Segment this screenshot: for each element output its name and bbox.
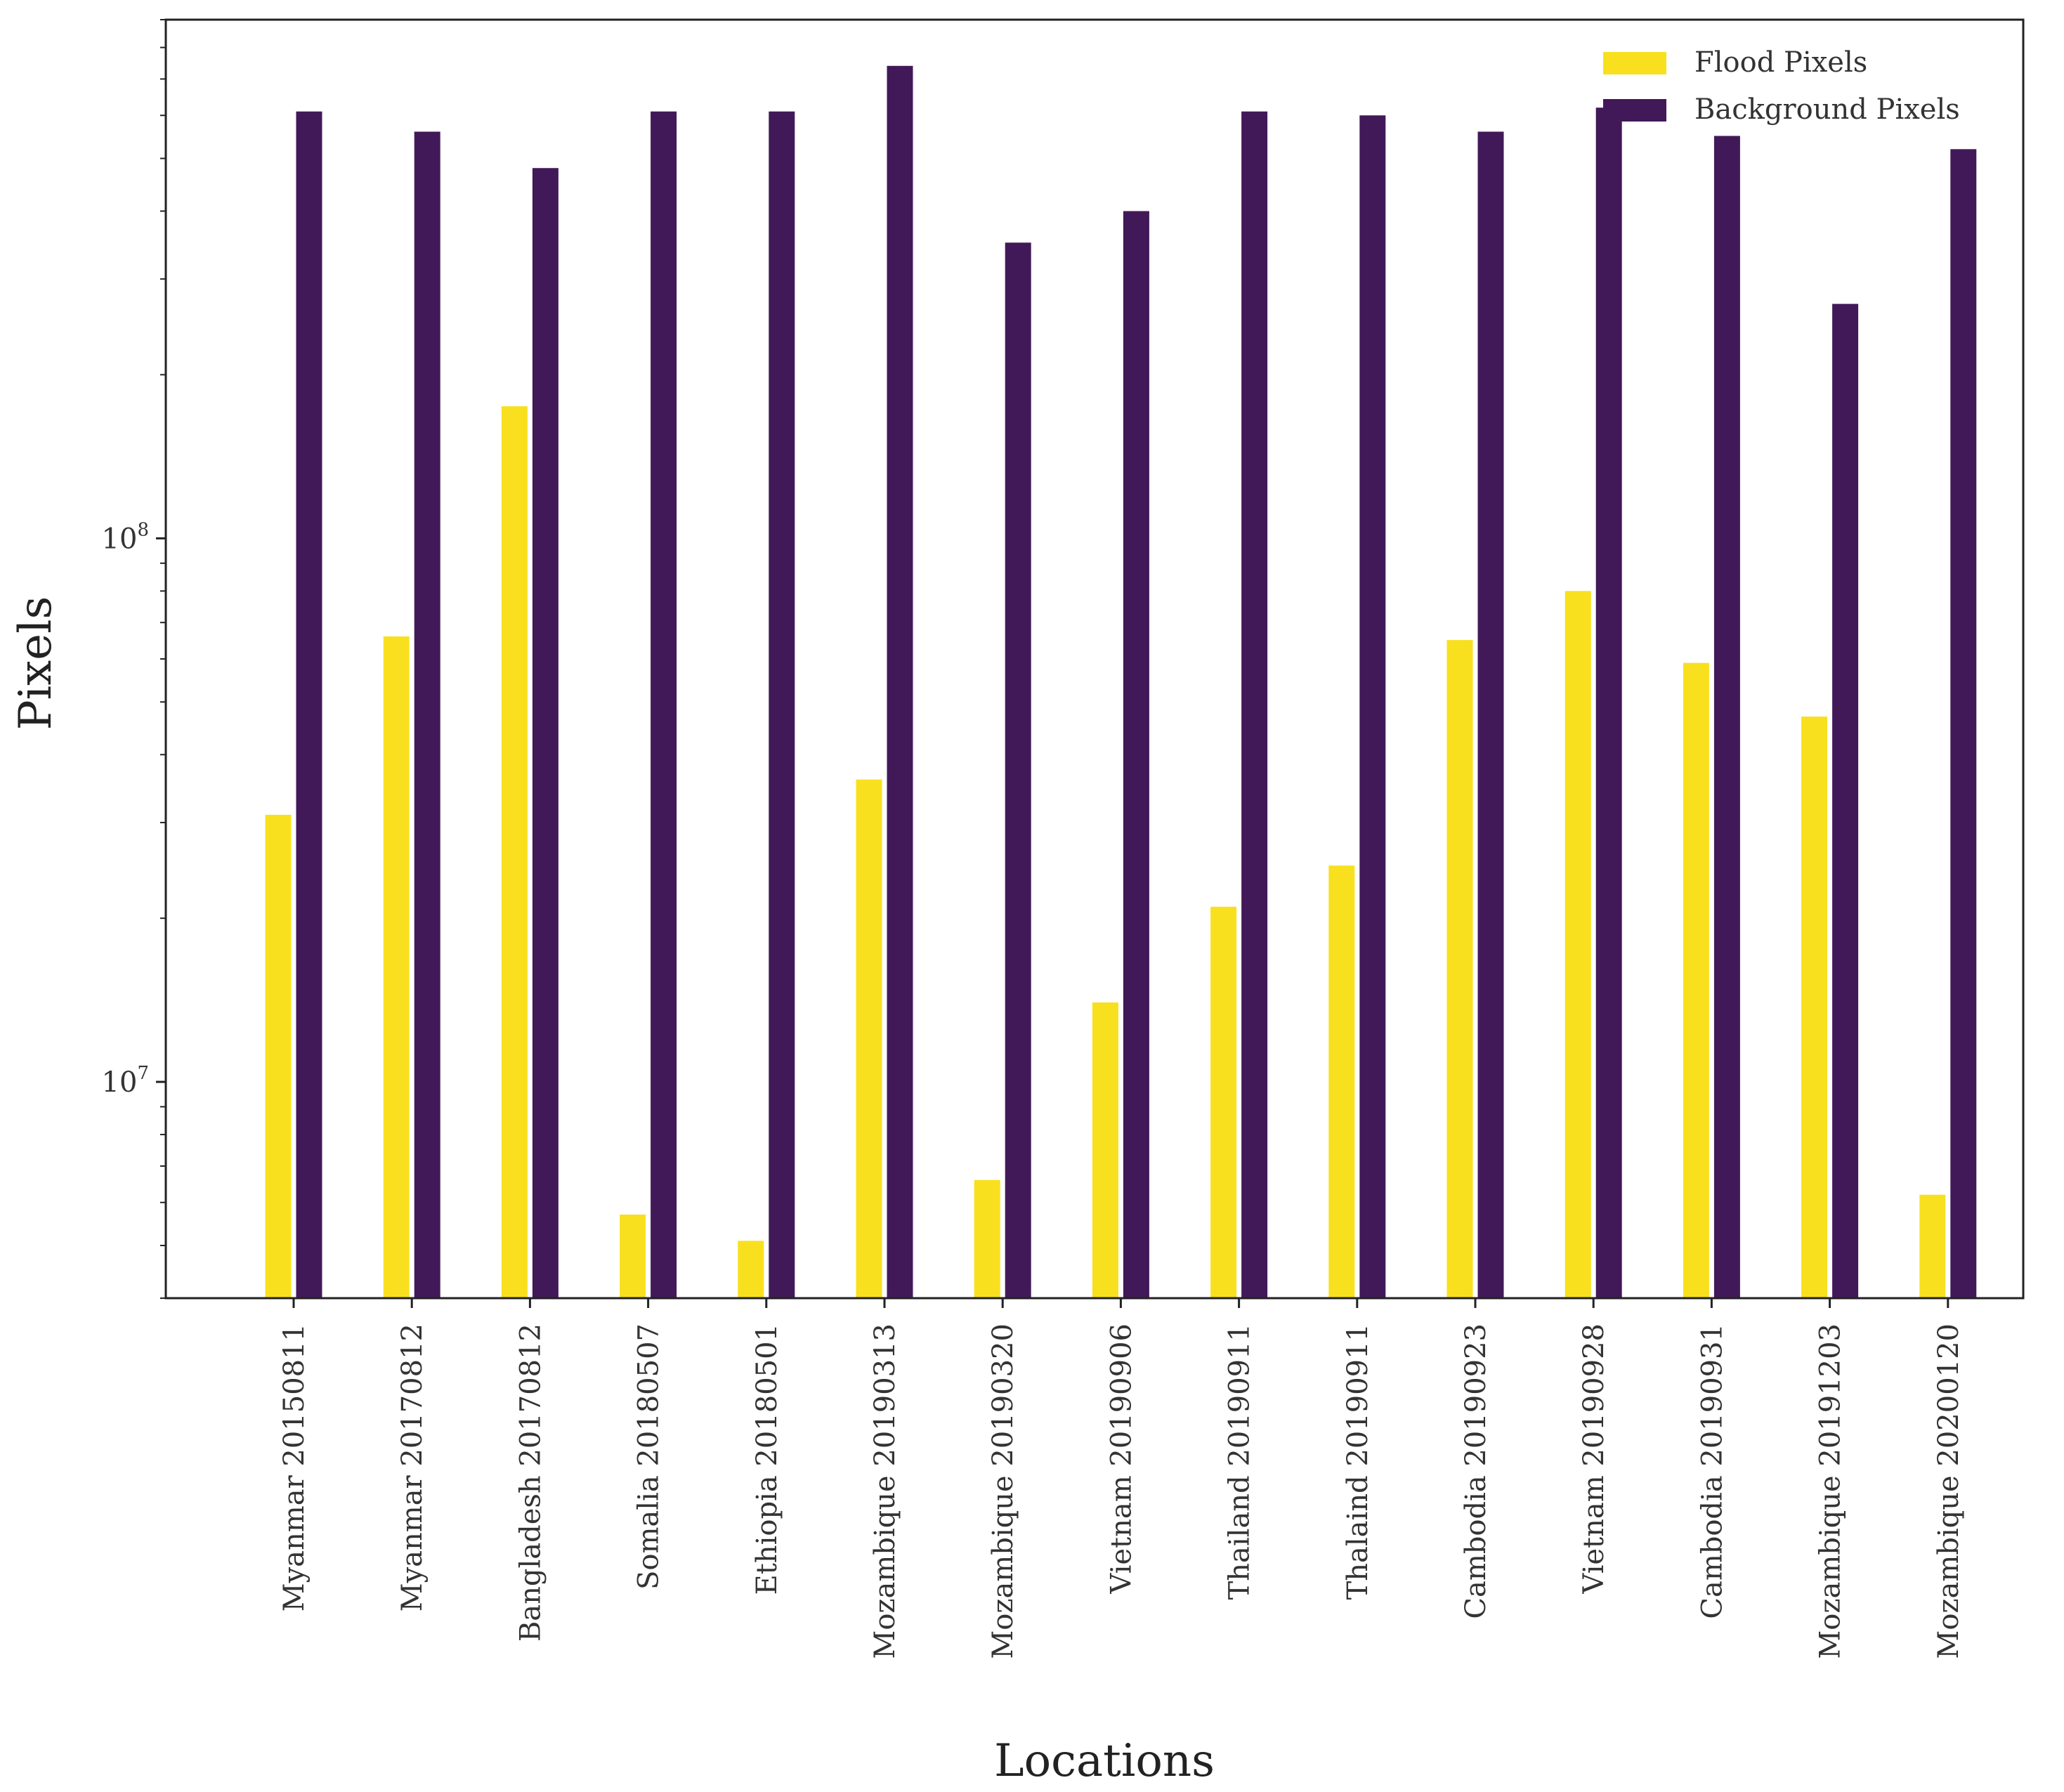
flood-bar-7 (1092, 1002, 1118, 1298)
x-tick-label: Mozambique 20200120 (1933, 1323, 1965, 1659)
x-tick-label: Mozambique 20190320 (987, 1323, 1019, 1659)
flood-bar-1 (383, 636, 410, 1298)
x-tick-label: Thailand 20190911 (1224, 1323, 1256, 1600)
flood-bar-13 (1801, 717, 1828, 1298)
bars-group (265, 65, 1977, 1299)
background-bar-3 (651, 111, 677, 1299)
x-tick-label: Cambodia 20190931 (1696, 1323, 1728, 1619)
background-bar-13 (1832, 303, 1859, 1298)
legend-swatch-background (1603, 99, 1666, 122)
flood-bar-14 (1919, 1194, 1946, 1298)
background-bar-14 (1950, 149, 1977, 1299)
background-bar-11 (1595, 107, 1622, 1299)
background-bar-6 (1005, 242, 1031, 1298)
background-bar-1 (414, 131, 440, 1298)
x-tick-label: Bangladesh 20170812 (514, 1323, 547, 1642)
legend-label-background: Background Pixels (1694, 93, 1960, 126)
x-tick-label: Myanmar 20170812 (396, 1323, 429, 1611)
flood-bar-6 (974, 1179, 1000, 1298)
x-tick-label: Cambodia 20190923 (1460, 1323, 1492, 1619)
flood-bar-12 (1683, 662, 1709, 1298)
flood-bar-2 (501, 406, 528, 1298)
flood-bar-10 (1446, 640, 1473, 1298)
flood-bar-3 (620, 1214, 646, 1298)
y-axis-ticks: 107 108 (102, 19, 166, 1299)
x-tick-label: Vietnam 20190906 (1105, 1323, 1137, 1595)
flood-bar-9 (1328, 865, 1355, 1298)
background-bar-5 (887, 65, 913, 1298)
x-axis-title: Locations (994, 1735, 1215, 1787)
x-tick-label: Ethiopia 20180501 (751, 1323, 783, 1595)
plot-frame (164, 18, 2025, 1300)
background-bar-9 (1359, 115, 1386, 1299)
legend-swatch-flood (1603, 52, 1666, 74)
y-tick-label: 107 (102, 1063, 149, 1099)
y-tick-label: 108 (102, 519, 149, 555)
x-tick-label: Vietnam 20190928 (1578, 1323, 1610, 1595)
background-bar-4 (769, 111, 795, 1299)
x-tick-label: Mozambique 20191203 (1815, 1323, 1847, 1659)
background-bar-7 (1123, 211, 1149, 1299)
x-tick-label: Myanmar 20150811 (278, 1323, 311, 1611)
background-bar-0 (296, 111, 322, 1299)
y-axis-title: Pixels (10, 596, 62, 731)
background-bar-10 (1477, 131, 1504, 1298)
x-axis-ticks: Myanmar 20150811 Myanmar 20170812 Banglade… (278, 1298, 1965, 1659)
flood-bar-5 (856, 779, 882, 1298)
x-tick-label: Thalaind 20190911 (1342, 1323, 1374, 1600)
background-bar-8 (1241, 111, 1268, 1299)
flood-bar-4 (738, 1241, 764, 1298)
legend: Flood Pixels Background Pixels (1603, 46, 1960, 126)
legend-label-flood: Flood Pixels (1694, 46, 1867, 79)
x-tick-label: Somalia 20180507 (633, 1323, 665, 1590)
flood-bar-0 (265, 814, 292, 1298)
background-bar-12 (1713, 136, 1740, 1299)
x-tick-label: Mozambique 20190313 (869, 1323, 901, 1659)
background-bar-2 (532, 168, 559, 1298)
flood-bar-11 (1565, 591, 1591, 1298)
flood-bar-8 (1210, 906, 1237, 1298)
